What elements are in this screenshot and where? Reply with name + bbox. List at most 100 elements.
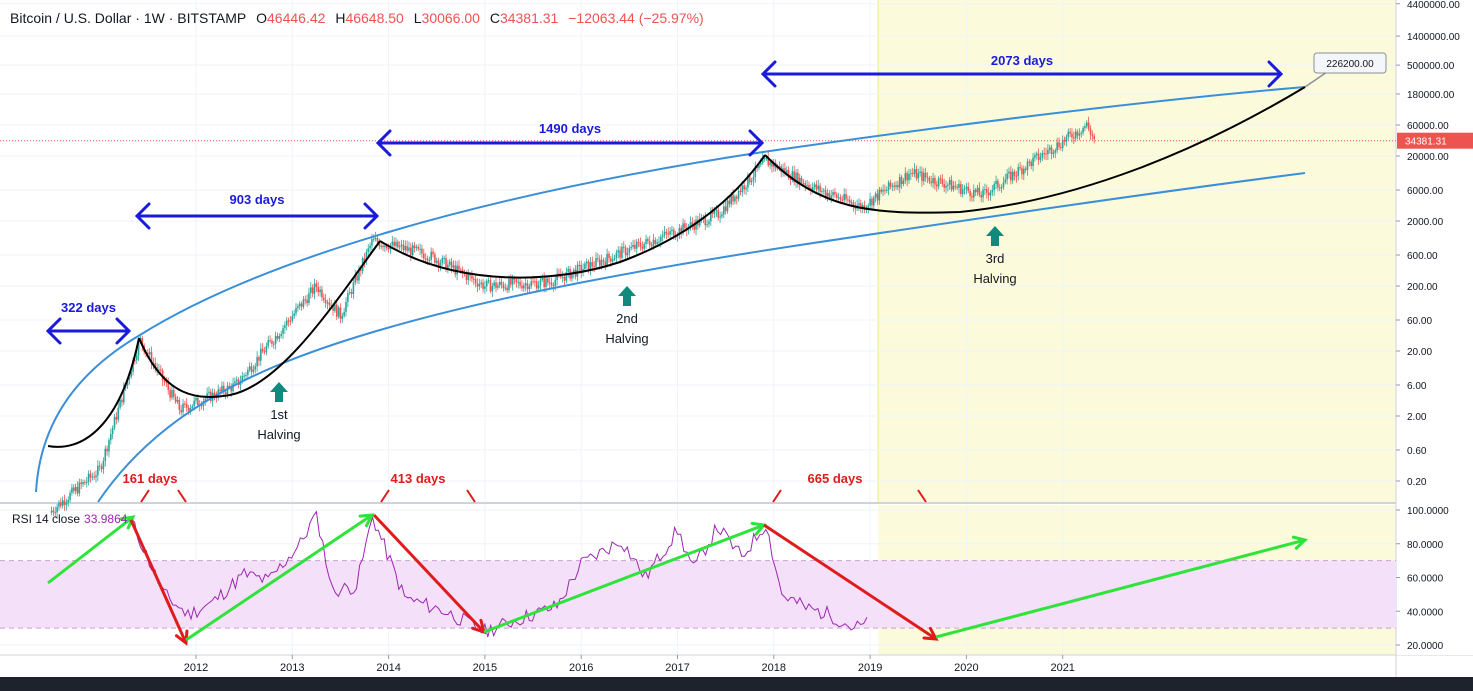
price-tick-label: 6.00 (1407, 381, 1427, 392)
rsi-tick-label: 20.0000 (1407, 641, 1444, 652)
candle (747, 175, 749, 188)
candle (791, 171, 794, 181)
candle (304, 299, 307, 301)
candle (635, 241, 638, 249)
cycle-curve-2 (138, 240, 381, 398)
candle (706, 224, 708, 226)
candle (578, 264, 581, 266)
candle (867, 205, 870, 208)
candle (921, 171, 923, 181)
candle (150, 352, 153, 365)
decline-arrow-stub (772, 489, 782, 503)
price-axis[interactable]: 4400000.00 1400000.00 500000.00 180000.00 60… (1396, 0, 1473, 502)
candle (306, 299, 308, 304)
candle (902, 180, 905, 185)
open-label: O (256, 10, 268, 26)
candle (589, 262, 592, 271)
price-tick-label: 6000.00 (1407, 186, 1444, 197)
candle (1045, 153, 1047, 155)
candle (119, 399, 121, 408)
candle (1054, 150, 1057, 153)
candle (558, 273, 560, 275)
price-tick-label: 20.00 (1407, 347, 1432, 358)
candle (321, 289, 323, 298)
candle (643, 243, 645, 249)
candle (69, 492, 71, 501)
candle (741, 185, 744, 193)
decline-length-label: 413 days (391, 471, 446, 486)
candle (1034, 155, 1036, 158)
candle (467, 274, 470, 280)
candle (1030, 161, 1033, 167)
candle (593, 266, 595, 268)
rsi-legend[interactable]: RSI 14 close 33.9864 (12, 512, 127, 526)
candle (1087, 122, 1090, 129)
price-tick-label: 4400000.00 (1407, 0, 1460, 11)
candle (208, 391, 210, 394)
candle (815, 184, 818, 190)
candle (258, 357, 260, 361)
candle (1026, 161, 1029, 170)
candle (254, 366, 257, 370)
candle (891, 185, 894, 187)
candle (654, 239, 657, 244)
rsi-axis[interactable]: 100.0000 80.0000 60.0000 40.0000 20.0000 (1396, 505, 1473, 655)
price-tick-label: 60.00 (1407, 316, 1432, 327)
candle (713, 210, 716, 214)
candle (356, 275, 358, 281)
candle (658, 241, 660, 243)
time-tick-label: 2021 (1050, 662, 1074, 674)
candle (148, 352, 151, 355)
candle (115, 416, 118, 420)
candle (452, 265, 455, 268)
candle (513, 278, 516, 280)
candle (72, 487, 75, 492)
candle (906, 173, 908, 181)
candle (1061, 139, 1064, 148)
candle (135, 355, 138, 361)
candle (337, 307, 340, 317)
decline-arrow-stub (140, 489, 150, 503)
candle (215, 397, 218, 399)
candle (613, 257, 616, 260)
candle (550, 282, 553, 286)
candle (106, 448, 108, 452)
symbol-title[interactable]: Bitcoin / U.S. Dollar · 1W · BITSTAMP (10, 10, 247, 26)
halving-arrow-icon (270, 382, 288, 402)
rsi-trend-arrowhead (174, 629, 189, 646)
candle (413, 245, 416, 248)
bottom-bar (0, 677, 1473, 691)
candle (989, 192, 992, 196)
halving-label-line1: 2nd (616, 311, 638, 326)
candle (519, 281, 521, 286)
candle (652, 239, 655, 247)
candle (811, 186, 814, 191)
candle (597, 258, 599, 260)
candle (1041, 153, 1044, 158)
low-label: L (413, 10, 422, 26)
time-axis[interactable]: 2012 2013 2014 2015 2016 2017 2018 2019 2020 2021 (184, 655, 1075, 674)
candle (426, 258, 429, 261)
candle (402, 244, 405, 251)
candle (619, 250, 621, 258)
candle (541, 278, 544, 280)
halving-label-line1: 3rd (986, 251, 1005, 266)
time-tick-label: 2019 (858, 662, 882, 674)
candle (174, 396, 177, 402)
candle (726, 200, 729, 212)
candle (641, 246, 644, 249)
candle (448, 261, 451, 265)
candle (235, 379, 238, 382)
halving-label-line2: Halving (973, 271, 1016, 286)
candle (693, 224, 695, 230)
candle (387, 247, 390, 250)
candle (648, 241, 651, 246)
candle (395, 241, 397, 247)
price-tick-label: 0.60 (1407, 446, 1427, 457)
candle (419, 248, 421, 250)
candle (474, 279, 477, 284)
candle (1063, 139, 1066, 142)
